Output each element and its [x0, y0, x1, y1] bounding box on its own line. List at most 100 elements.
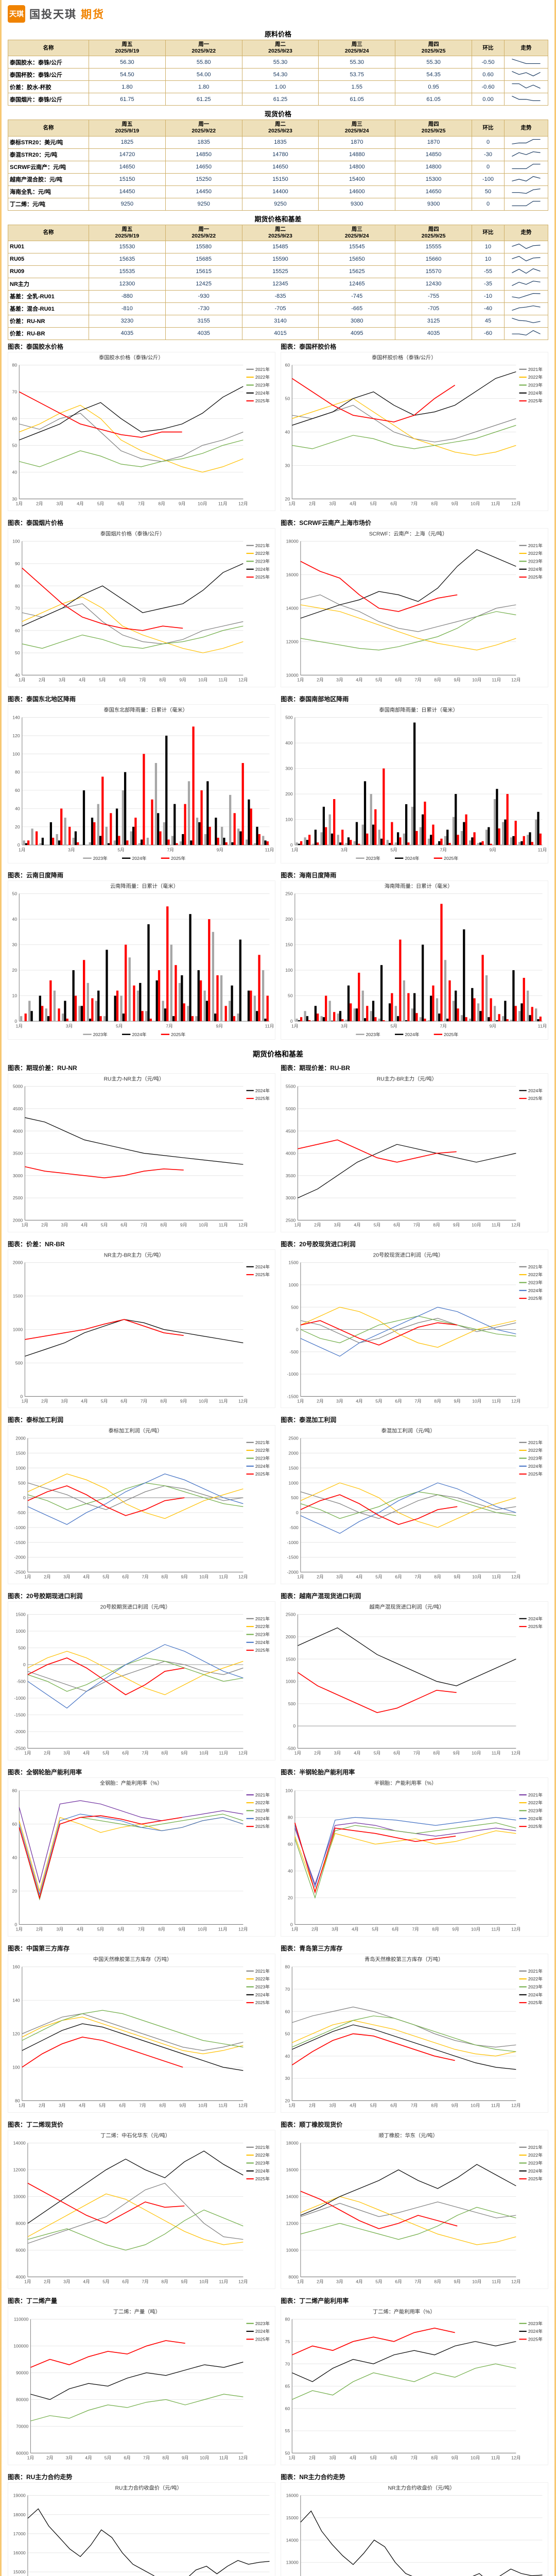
- svg-text:3月: 3月: [61, 1222, 68, 1227]
- cell-value: 1870: [395, 135, 472, 149]
- table-row: 价差：RU-NR 3230 3155 3140 3080 3125 45: [8, 314, 548, 328]
- svg-text:7月: 7月: [142, 1574, 149, 1580]
- column-header: 名称: [8, 120, 89, 137]
- svg-text:5月: 5月: [370, 501, 377, 506]
- svg-text:70: 70: [15, 605, 20, 611]
- svg-text:9月: 9月: [453, 1751, 460, 1756]
- cell-value: 15530: [89, 240, 166, 253]
- trend-cell: [504, 148, 548, 161]
- svg-text:9月: 9月: [180, 1398, 187, 1403]
- svg-text:2024年: 2024年: [255, 2168, 270, 2174]
- svg-text:2500: 2500: [13, 1195, 23, 1200]
- svg-text:3月: 3月: [336, 2279, 343, 2284]
- svg-text:4月: 4月: [350, 501, 357, 506]
- svg-text:16000: 16000: [286, 572, 299, 577]
- svg-text:2022年: 2022年: [528, 374, 543, 380]
- svg-text:2025年: 2025年: [528, 1824, 543, 1829]
- svg-text:60000: 60000: [16, 2451, 28, 2456]
- trend-cell: [504, 80, 548, 94]
- svg-text:300: 300: [285, 766, 293, 771]
- trend-sparkline: [512, 200, 541, 206]
- svg-text:12月: 12月: [238, 1222, 248, 1227]
- svg-text:1月: 1月: [297, 1398, 304, 1403]
- svg-text:-1500: -1500: [287, 1394, 299, 1399]
- svg-text:2000: 2000: [13, 1217, 23, 1223]
- chart-title: 图表：中国第三方库存: [8, 1945, 70, 1953]
- svg-text:2024年: 2024年: [255, 566, 270, 572]
- svg-text:2022年: 2022年: [255, 2152, 270, 2158]
- svg-text:110000: 110000: [14, 2317, 29, 2322]
- svg-text:5月: 5月: [102, 2279, 110, 2284]
- svg-text:8月: 8月: [433, 1751, 441, 1756]
- svg-text:2023年: 2023年: [528, 1455, 543, 1461]
- svg-text:3500: 3500: [286, 1173, 296, 1178]
- chart-svg: 20 30 40 50 60 70 80 1月 2月 3月 4月 5月 6月 7月 8月 9月 10月 11月 12…: [281, 1954, 548, 2113]
- svg-text:5月: 5月: [101, 1398, 108, 1403]
- svg-text:2023年: 2023年: [528, 2160, 543, 2166]
- svg-text:2024年: 2024年: [255, 390, 270, 396]
- svg-text:2024年: 2024年: [255, 1816, 270, 1821]
- svg-text:12月: 12月: [511, 501, 520, 506]
- svg-text:40: 40: [285, 429, 290, 434]
- trend-cell: [504, 68, 548, 81]
- svg-text:8月: 8月: [158, 501, 165, 506]
- cell-value: -0.60: [472, 80, 505, 94]
- svg-text:-1000: -1000: [14, 1525, 26, 1530]
- svg-text:-1000: -1000: [14, 1696, 26, 1701]
- svg-text:3月: 3月: [336, 677, 343, 682]
- chart-canvas: 20 30 40 50 60 1月 2月 3月 4月 5月 6月 7月 8月 9月 10月 11月 12月 泰国杯…: [281, 351, 548, 511]
- svg-text:4月: 4月: [81, 1398, 88, 1403]
- svg-text:2022年: 2022年: [255, 1800, 270, 1806]
- trend-sparkline: [512, 256, 541, 261]
- svg-text:8月: 8月: [161, 1751, 168, 1756]
- svg-text:9月: 9月: [179, 2103, 186, 2108]
- svg-text:500: 500: [285, 715, 293, 720]
- chart-title: 图表：云南日度降雨: [8, 871, 64, 879]
- cell-value: 55.80: [165, 56, 242, 69]
- svg-text:9月: 9月: [217, 847, 224, 852]
- svg-text:2000: 2000: [286, 1634, 296, 1639]
- svg-text:10月: 10月: [199, 1574, 208, 1580]
- svg-text:泰标加工利润（元/吨）: 泰标加工利润（元/吨）: [109, 1428, 163, 1434]
- chart-title: 图表：泰国烟片价格: [8, 519, 64, 527]
- svg-text:2021年: 2021年: [528, 366, 543, 372]
- chart-block-rain-south-thailand: 图表：泰国南部地区降雨 0 100 200 300 400 500 1月 3月 5月 7月 9月 11月…: [281, 693, 548, 863]
- svg-text:7月: 7月: [415, 2279, 422, 2284]
- chart-canvas: 2500 3000 3500 4000 4500 5000 5500 1月 2月 3月 4月 5月 6月…: [281, 1073, 548, 1232]
- svg-text:5月: 5月: [370, 2103, 377, 2108]
- svg-text:1月: 1月: [16, 1927, 23, 1932]
- svg-text:8月: 8月: [159, 677, 166, 682]
- chart-block-spread-ru-br: 图表：期现价差：RU-BR 2500 3000 3500 4000 4500 5000 550…: [281, 1062, 548, 1232]
- svg-text:4000: 4000: [13, 1128, 23, 1133]
- svg-text:6月: 6月: [394, 1751, 401, 1756]
- svg-text:20: 20: [12, 1889, 18, 1894]
- svg-text:2024年: 2024年: [255, 1463, 270, 1469]
- chart-canvas: 40 50 60 70 80 90 100 1月 2月 3月 4月 5月 6月 7月 8月 9月 10月 11月 1…: [8, 528, 275, 687]
- chart-title: 图表：20号胶期现进口利润: [8, 1592, 83, 1600]
- cell-value: -755: [395, 290, 472, 303]
- chart-title: 图表：越南产混现货进口利润: [281, 1592, 361, 1600]
- svg-text:2024年: 2024年: [528, 2328, 543, 2334]
- svg-text:2024年: 2024年: [255, 2328, 270, 2334]
- cell-value: -705: [241, 302, 319, 315]
- svg-text:12月: 12月: [238, 677, 248, 682]
- svg-text:7月: 7月: [143, 2455, 150, 2461]
- svg-text:2025年: 2025年: [528, 1624, 543, 1630]
- cell-value: 1.00: [241, 80, 319, 94]
- svg-text:-2000: -2000: [14, 1729, 26, 1734]
- svg-text:4月: 4月: [77, 501, 84, 506]
- svg-text:1500: 1500: [289, 1260, 299, 1265]
- cell-value: 15250: [165, 173, 242, 186]
- cell-value: 14800: [318, 160, 396, 174]
- svg-text:12月: 12月: [511, 2103, 520, 2108]
- svg-text:1月: 1月: [19, 2103, 26, 2108]
- row-name: 基差：混合-RU01: [8, 302, 89, 315]
- svg-text:0: 0: [296, 1510, 299, 1515]
- svg-text:1月: 1月: [24, 1751, 31, 1756]
- cell-value: -810: [89, 302, 166, 315]
- svg-text:2021年: 2021年: [528, 2144, 543, 2150]
- cell-value: 55.30: [395, 56, 472, 69]
- svg-text:10月: 10月: [198, 1927, 207, 1932]
- data-table: 名称 周五 2025/9/19 周一 2025/9/22 周二 2025/9/23 周三 202…: [8, 224, 548, 340]
- charts-grid-bottom: 图表：期现价差：RU-NR 2000 2500 3000 3500 4000 4500 500…: [8, 1061, 548, 2576]
